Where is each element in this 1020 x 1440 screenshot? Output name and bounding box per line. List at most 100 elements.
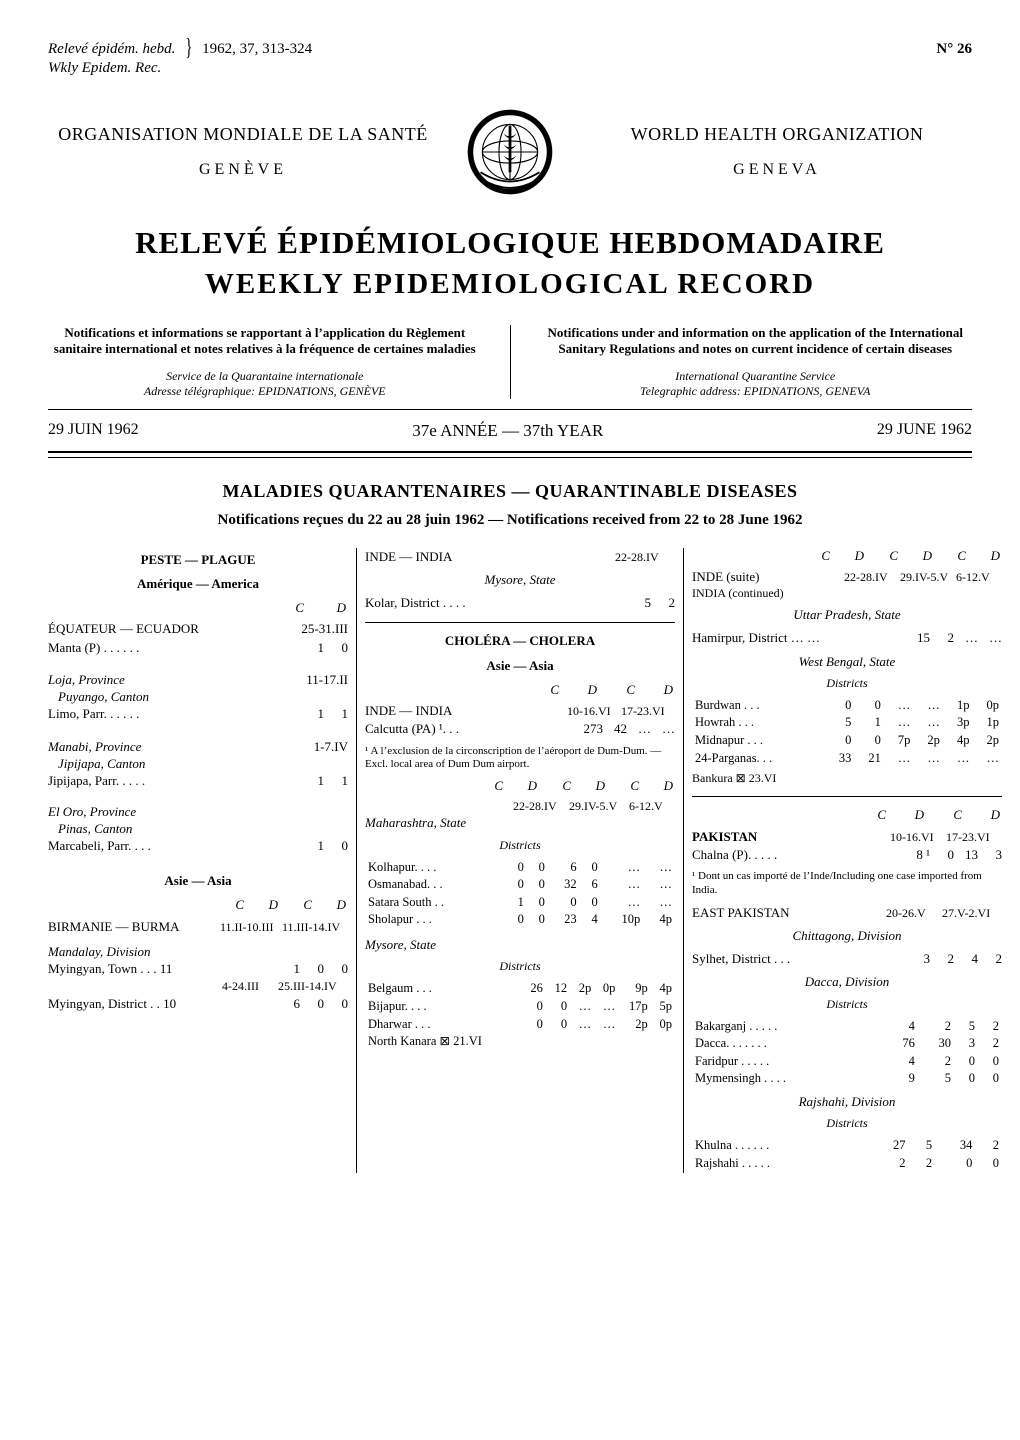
myingyan-district-c1: 6 — [276, 996, 300, 1012]
table-row: Mymensingh . . . .9500 — [692, 1070, 1002, 1088]
chalna-0: 8 ¹ — [906, 847, 930, 863]
row-value: 9 — [882, 1070, 918, 1088]
row-value — [594, 1033, 618, 1051]
table-row: Bijapur. . . .00……17p5p — [365, 998, 675, 1016]
pk-p1: 17-23.VI — [946, 830, 1002, 845]
c-label: C — [280, 600, 304, 616]
jipijapa-c: 1 — [300, 773, 324, 789]
cd-header: C D — [48, 600, 348, 616]
inde-suite: INDE (suite) — [692, 569, 760, 584]
row-label: Faridpur . . . . . — [692, 1053, 882, 1071]
row-value: 0 — [506, 876, 527, 894]
row-value: 0 — [546, 1016, 570, 1034]
row-value — [546, 1033, 570, 1051]
table-row: Rajshahi . . . . .2200 — [692, 1155, 1002, 1173]
org-name-en: WORLD HEALTH ORGANIZATION GENEVA — [582, 123, 972, 180]
kolar-label: Kolar, District . . . . — [365, 595, 627, 611]
uttar-heading: Uttar Pradesh, State — [692, 607, 1002, 623]
row-value: … — [913, 714, 943, 732]
row-label: Sholapur . . . — [365, 911, 506, 929]
table-row: 24-Parganas. . .3321………… — [692, 750, 1002, 768]
india2-row: INDE — INDIA 10-16.VI 17-23.VI — [365, 702, 675, 720]
intro-en-text: Notifications under and information on t… — [548, 325, 963, 356]
period-row: 4-24.III 25.III-14.IV — [48, 978, 348, 995]
ecuador-period: 25-31.III — [278, 621, 348, 637]
service-fr-1: Service de la Quarantaine internationale — [166, 369, 363, 383]
hamirpur-row: Hamirpur, District … … 15 2 … … — [692, 629, 1002, 647]
row-value: 0 — [522, 1016, 546, 1034]
westbengal-heading: West Bengal, State — [692, 654, 1002, 670]
row-value: … — [643, 894, 675, 912]
row-value: … — [601, 859, 643, 877]
cd-header-3: CD CD — [365, 682, 675, 698]
row-value: 2 — [868, 1155, 908, 1173]
intro-block: Notifications et informations se rapport… — [48, 325, 972, 400]
sylhet-3: 2 — [978, 951, 1002, 967]
row-value: … — [570, 998, 594, 1016]
row-value: 26 — [522, 980, 546, 998]
row-value: … — [913, 750, 943, 768]
eloro-prov: El Oro, Province — [48, 804, 348, 820]
ep-p0: 20-26.V — [886, 906, 942, 921]
row-label: Khulna . . . . . . — [692, 1137, 868, 1155]
chalna-row: Chalna (P). . . . . 8 ¹ 0 13 3 — [692, 846, 1002, 864]
row-value: 0 — [954, 1053, 978, 1071]
vertical-rule — [510, 325, 511, 400]
d1-label: D — [254, 897, 278, 913]
row-label: Burdwan . . . — [692, 697, 825, 715]
row-value: 9p — [618, 980, 650, 998]
row-value: 0 — [854, 732, 884, 750]
row-value: 0 — [825, 732, 855, 750]
myingyan-town-c2: 0 — [300, 961, 324, 977]
table-row: Faridpur . . . . .4200 — [692, 1053, 1002, 1071]
table-row: Satara South . .1000…… — [365, 894, 675, 912]
row-label: Howrah . . . — [692, 714, 825, 732]
row-value: 4p — [943, 732, 973, 750]
india-header: INDE — INDIA 22-28.IV — [365, 548, 675, 566]
row-label: Mymensingh . . . . — [692, 1070, 882, 1088]
period-25: 25.III-14.IV — [278, 979, 348, 994]
maharashtra-sub: Districts — [365, 838, 675, 853]
row-value: 5 — [954, 1018, 978, 1036]
d2-label: D — [322, 897, 346, 913]
burma-row: BIRMANIE — BURMA 11.II-10.III 11.III-14.… — [48, 918, 348, 936]
row-value: … — [884, 750, 914, 768]
hamirpur-2: … — [954, 630, 978, 646]
org-left-text: ORGANISATION MONDIALE DE LA SANTÉ — [58, 124, 427, 144]
row-label: Belgaum . . . — [365, 980, 522, 998]
rajshahi-sub: Districts — [692, 1116, 1002, 1131]
row-value: 4p — [643, 911, 675, 929]
period-424: 4-24.III — [222, 979, 278, 994]
table-row: North Kanara ⊠ 21.VI — [365, 1033, 675, 1051]
date-mid: 37e ANNÉE — 37th YEAR — [412, 420, 603, 441]
row-value: 0p — [594, 980, 618, 998]
row-value: 0 — [506, 859, 527, 877]
kolar-d: 2 — [651, 595, 675, 611]
footnote-dumdum: ¹ A l’exclusion de la circonscription de… — [365, 745, 675, 773]
row-value: 0 — [522, 998, 546, 1016]
city-right: GENEVA — [582, 160, 972, 180]
row-label: Bijapur. . . . — [365, 998, 522, 1016]
row-value: 2 — [918, 1053, 954, 1071]
journal-ref-left: Relevé épidém. hebd. } 1962, 37, 313-324… — [48, 40, 312, 78]
myingyan-town-label: Myingyan, Town . . . 11 — [48, 961, 276, 977]
row-value: 1 — [854, 714, 884, 732]
row-value: 2 — [978, 1018, 1002, 1036]
row-label: 24-Parganas. . . — [692, 750, 825, 768]
cholera-heading: CHOLÉRA — CHOLERA — [365, 633, 675, 649]
section-heading: MALADIES QUARANTENAIRES — QUARANTINABLE … — [48, 480, 972, 503]
row-value: 0 — [825, 697, 855, 715]
dacca-division: Dacca, Division — [692, 974, 1002, 990]
kolar-row: Kolar, District . . . . 5 2 — [365, 594, 675, 612]
masthead: ORGANISATION MONDIALE DE LA SANTÉ GENÈVE — [48, 106, 972, 198]
row-label: Bakarganj . . . . . — [692, 1018, 882, 1036]
row-value: … — [943, 750, 973, 768]
issue-number: N° 26 — [936, 40, 972, 78]
mysore-state: Mysore, State — [365, 572, 675, 588]
row-value: … — [643, 876, 675, 894]
row-value: 4 — [882, 1018, 918, 1036]
row-value: 0 — [978, 1053, 1002, 1071]
rajshahi-table: Khulna . . . . . .275342Rajshahi . . . .… — [692, 1137, 1002, 1172]
east-pakistan-row: EAST PAKISTAN 20-26.V 27.V-2.VI — [692, 904, 1002, 922]
calcutta-d2: … — [651, 721, 675, 737]
